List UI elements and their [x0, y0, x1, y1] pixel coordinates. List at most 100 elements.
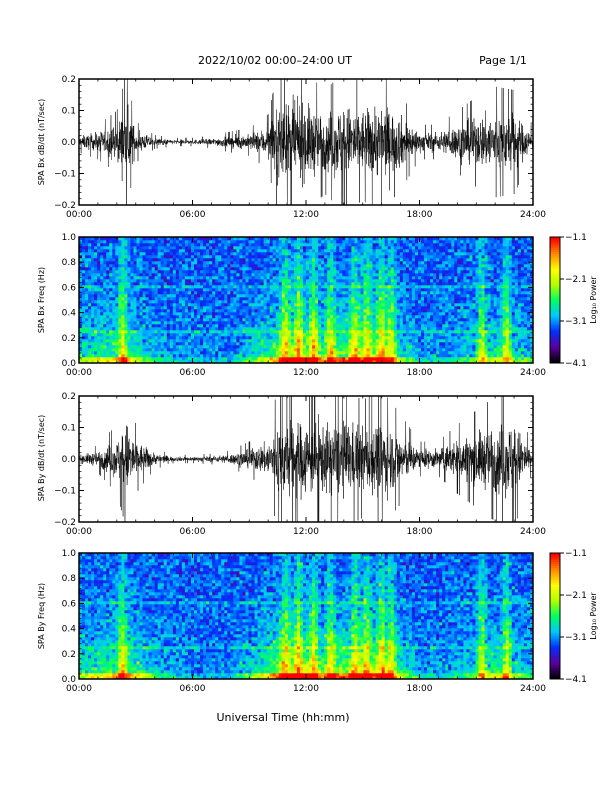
spectrogram-cell [137, 279, 140, 282]
spectrogram-cell [170, 279, 173, 282]
spectrogram-cell [146, 357, 149, 360]
spectrogram-cell [303, 264, 306, 267]
spectrogram-cell [215, 354, 218, 357]
spectrogram-cell [242, 342, 245, 345]
spectrogram-cell [161, 243, 164, 246]
spectrogram-cell [133, 270, 136, 273]
spectrogram-cell [255, 312, 258, 315]
spectrogram-cell [236, 357, 239, 360]
spectrogram-cell [406, 339, 409, 342]
spectrogram-cell [137, 330, 140, 333]
spectrogram-cell [124, 282, 127, 285]
spectrogram-cell [376, 333, 379, 336]
spectrogram-cell [270, 291, 273, 294]
spectrogram-cell [255, 291, 258, 294]
spectrogram-cell [285, 279, 288, 282]
spectrogram-cell [351, 240, 354, 243]
spectrogram-cell [194, 276, 197, 279]
spectrogram-cell [291, 297, 294, 300]
spectrogram-cell [118, 345, 121, 348]
spectrogram-cell [197, 300, 200, 303]
spectrogram-cell [330, 354, 333, 357]
spectrogram-cell [309, 309, 312, 312]
spectrogram-cell [294, 312, 297, 315]
spectrogram-cell [215, 327, 218, 330]
spectrogram-cell [143, 336, 146, 339]
spectrogram-cell [312, 297, 315, 300]
spectrogram-cell [188, 327, 191, 330]
spectrogram-cell [303, 315, 306, 318]
spectrogram-cell [348, 315, 351, 318]
spectrogram-cell [221, 246, 224, 249]
spectrogram-cell [285, 264, 288, 267]
spectrogram-cell [167, 336, 170, 339]
spectrogram-cell [152, 270, 155, 273]
spectrogram-cell [379, 327, 382, 330]
spectrogram-cell [155, 294, 158, 297]
spectrogram-cell [118, 324, 121, 327]
spectrogram-cell [164, 246, 167, 249]
spectrogram-cell [167, 291, 170, 294]
spectrogram-cell [336, 276, 339, 279]
spectrogram-cell [212, 246, 215, 249]
spectrogram-cell [421, 336, 424, 339]
spectrogram-cell [315, 321, 318, 324]
spectrogram-cell [206, 345, 209, 348]
spectrogram-cell [127, 267, 130, 270]
spectrogram-cell [230, 240, 233, 243]
spectrogram-cell [227, 354, 230, 357]
spectrogram-cell [388, 261, 391, 264]
spectrogram-cell [88, 321, 91, 324]
spectrogram-cell [300, 321, 303, 324]
spectrogram-cell [336, 282, 339, 285]
spectrogram-cell [103, 288, 106, 291]
spectrogram-cell [233, 345, 236, 348]
spectrogram-cell [185, 264, 188, 267]
spectrogram-cell [309, 327, 312, 330]
spectrogram-cell [227, 303, 230, 306]
spectrogram-cell [88, 330, 91, 333]
spectrogram-cell [164, 285, 167, 288]
spectrogram-cell [321, 279, 324, 282]
spectrogram-cell [112, 321, 115, 324]
spectrogram-cell [261, 294, 264, 297]
spectrogram-cell [303, 249, 306, 252]
spectrogram-cell [321, 321, 324, 324]
spectrogram-cell [206, 333, 209, 336]
spectrogram-cell [179, 321, 182, 324]
spectrogram-cell [424, 330, 427, 333]
spectrogram-cell [306, 321, 309, 324]
spectrogram-cell [364, 264, 367, 267]
spectrogram-cell [309, 240, 312, 243]
spectrogram-cell [418, 246, 421, 249]
spectrogram-cell [382, 294, 385, 297]
spectrogram-cell [270, 333, 273, 336]
spectrogram-cell [200, 300, 203, 303]
spectrogram-cell [394, 357, 397, 360]
spectrogram-cell [418, 333, 421, 336]
spectrogram-cell [170, 264, 173, 267]
spectrogram-cell [348, 240, 351, 243]
spectrogram-cell [412, 339, 415, 342]
spectrogram-cell [161, 285, 164, 288]
spectrogram-cell [427, 294, 430, 297]
spectrogram-cell [252, 240, 255, 243]
spectrogram-cell [276, 315, 279, 318]
spectrogram-cell [285, 318, 288, 321]
spectrogram-cell [233, 279, 236, 282]
spectrogram-cell [354, 261, 357, 264]
spectrogram-cell [318, 264, 321, 267]
spectrogram-cell [364, 282, 367, 285]
spectrogram-cell [185, 243, 188, 246]
spectrogram-cell [315, 291, 318, 294]
spectrogram-cell [149, 276, 152, 279]
spectrogram-cell [276, 354, 279, 357]
spectrogram-cell [82, 249, 85, 252]
spectrogram-cell [188, 276, 191, 279]
spectrogram-cell [252, 261, 255, 264]
spectrogram-cell [339, 243, 342, 246]
spectrogram-cell [267, 252, 270, 255]
spectrogram-cell [397, 276, 400, 279]
spectrogram-cell [230, 279, 233, 282]
spectrogram-cell [412, 270, 415, 273]
